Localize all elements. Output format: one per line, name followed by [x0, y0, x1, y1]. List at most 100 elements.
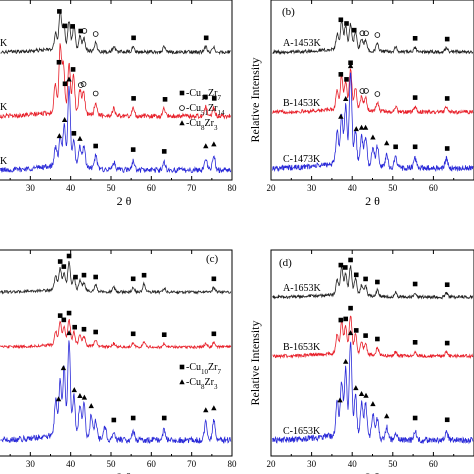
legend-entry: -Cu8Zr3 — [186, 377, 218, 391]
peak-marker-square — [93, 143, 98, 149]
panel-label: (c) — [206, 253, 219, 265]
peak-marker-square — [66, 253, 72, 259]
series-label: C-1473K — [283, 154, 321, 165]
peak-marker-square — [57, 259, 63, 264]
peak-marker-circle — [359, 88, 366, 94]
panel-b: 20 30 40 50 60 2 θ Relative Intensity (b) A-1453… — [248, 0, 474, 208]
legend-marker-square — [179, 90, 185, 96]
peak-marker-triangle — [56, 133, 63, 139]
series-label: A-1453K — [283, 38, 322, 49]
x-tick-label: 80 — [228, 183, 238, 193]
legend-marker-circle — [179, 105, 185, 111]
series-label: K — [0, 156, 8, 167]
peak-marker-circle — [363, 30, 369, 37]
panel-a: 203040506070802 θKKK-Cu10Zr7-Cu51Zr14-Cu… — [0, 0, 237, 208]
x-tick-label: 60 — [147, 183, 157, 193]
peak-marker-square — [66, 310, 72, 316]
x-axis-label: 2 θ — [117, 470, 132, 474]
trace-blue — [0, 340, 232, 445]
peak-marker-circle — [77, 82, 84, 88]
legend-marker-triangle — [179, 120, 185, 126]
peak-marker-square — [131, 96, 136, 101]
peak-marker-circle — [363, 88, 369, 94]
x-tick-label: 30 — [26, 459, 36, 469]
peak-marker-square — [62, 81, 68, 87]
peak-marker-triangle — [358, 390, 365, 396]
trace-black — [272, 265, 474, 300]
x-tick-label: 70 — [187, 459, 197, 469]
peak-marker-triangle — [88, 403, 94, 409]
peak-marker-square — [81, 326, 87, 332]
peak-marker-square — [338, 17, 344, 23]
peak-marker-triangle — [61, 116, 68, 122]
x-tick-label: 30 — [26, 183, 36, 193]
x-axis-label: 2 θ — [365, 194, 380, 208]
peak-marker-triangle — [203, 407, 209, 413]
x-tick-label: 50 — [388, 459, 398, 469]
peak-marker-square — [342, 265, 348, 270]
peak-marker-square — [161, 149, 167, 154]
x-tick-label: 60 — [429, 183, 439, 193]
peak-marker-square — [412, 340, 418, 345]
peak-marker-square — [444, 417, 450, 423]
peak-marker-square — [70, 24, 75, 29]
legend-entry: -Cu8Zr3 — [186, 118, 218, 132]
peak-marker-triangle — [81, 394, 88, 400]
trace-blue — [0, 85, 232, 174]
peak-marker-square — [338, 72, 344, 77]
peak-marker-square — [111, 417, 117, 423]
trace-blue — [272, 341, 474, 445]
trace-red — [272, 315, 474, 360]
x-tick-label: 50 — [388, 183, 398, 193]
peak-marker-triangle — [370, 134, 376, 140]
trace-red — [0, 318, 232, 350]
peak-marker-square — [211, 331, 217, 337]
peak-marker-triangle — [338, 113, 344, 119]
peak-marker-triangle — [66, 330, 72, 336]
peak-marker-triangle — [362, 124, 369, 130]
x-tick-label: 40 — [66, 459, 76, 469]
peak-marker-triangle — [343, 358, 349, 364]
x-tick-label: 50 — [107, 459, 117, 469]
peak-marker-square — [141, 272, 147, 278]
peak-marker-square — [444, 146, 450, 151]
trace-black — [0, 260, 232, 295]
panel-d: 20 30 40 50 60 2 θ Relative Intensity (d) A-1653… — [248, 249, 474, 474]
x-tick-label: 50 — [107, 183, 117, 193]
peak-marker-triangle — [347, 63, 354, 69]
legend-marker-square — [179, 364, 185, 370]
panel-label: (d) — [279, 257, 292, 269]
peak-marker-square — [348, 257, 353, 263]
peak-marker-square — [348, 60, 353, 66]
peak-marker-square — [71, 131, 77, 136]
peak-marker-square — [412, 95, 418, 100]
x-tick-label: 20 — [267, 183, 277, 193]
peak-marker-square — [348, 305, 353, 311]
peak-marker-triangle — [66, 76, 72, 82]
peak-marker-triangle — [358, 124, 365, 130]
peak-marker-square — [353, 272, 359, 278]
x-tick-label: 40 — [348, 459, 358, 469]
peak-marker-square — [203, 94, 208, 100]
peak-marker-triangle — [353, 385, 359, 391]
peak-marker-triangle — [55, 396, 62, 402]
x-axis-label: 2 θ — [117, 194, 132, 208]
x-axis-label: 2 θ — [365, 470, 380, 474]
peak-marker-square — [73, 274, 78, 280]
x-tick-label: 80 — [228, 459, 238, 469]
x-tick-label: 40 — [66, 183, 76, 193]
peak-marker-square — [130, 147, 136, 152]
peak-marker-square — [393, 144, 398, 150]
peak-marker-square — [203, 35, 209, 41]
x-tick-label: 60 — [147, 459, 157, 469]
peak-marker-square — [444, 340, 450, 346]
peak-marker-triangle — [203, 143, 209, 149]
peak-marker-square — [57, 313, 63, 318]
peak-marker-circle — [359, 30, 366, 37]
peak-marker-square — [363, 276, 368, 282]
peak-marker-square — [363, 333, 368, 338]
legend-entry: -Cu10Zr7 — [186, 362, 221, 376]
y-axis-label: Relative Intensity — [248, 58, 262, 143]
peak-marker-square — [412, 415, 418, 421]
